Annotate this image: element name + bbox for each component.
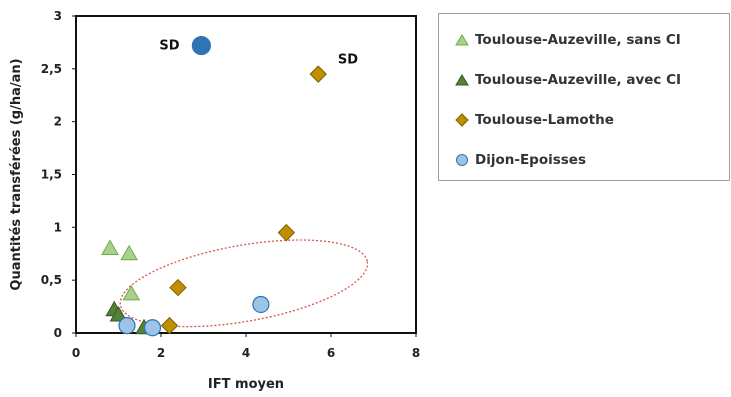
plot-area: 0 0,5 1 1,5 2 2,5 3 0 2 4 6 8 IFT moyen Quantités tra… (9, 9, 420, 392)
point-s2-3 (160, 316, 179, 335)
point-s3-1 (252, 295, 270, 314)
point-s2-1 (277, 223, 296, 242)
legend-label-0: Toulouse-Auzeville, sans CI (475, 32, 681, 48)
point-s3-2 (118, 317, 136, 335)
annotation-1: SD (338, 52, 358, 67)
highlight-ellipse (119, 239, 369, 328)
point-s3-0 (191, 35, 211, 56)
legend-item-3: Dijon-Epoisses (455, 152, 586, 168)
legend-item-0: Toulouse-Auzeville, sans CI (455, 32, 681, 48)
x-tick-label: 8 (412, 346, 420, 360)
y-tick-label: 1,5 (41, 168, 62, 182)
x-axis-title: IFT moyen (208, 377, 284, 392)
point-s0-1 (120, 244, 138, 261)
legend-label-1: Toulouse-Auzeville, avec CI (475, 72, 682, 88)
x-tick-label: 6 (327, 346, 335, 360)
y-tick-label: 0,5 (41, 273, 62, 287)
point-s2-2 (169, 278, 187, 297)
y-tick-label: 3 (54, 9, 62, 23)
x-tick-label: 2 (157, 346, 165, 360)
triangle-light-green-icon (455, 34, 469, 46)
diamond-orange-icon (455, 113, 469, 127)
point-s0-0 (101, 239, 119, 255)
x-tick-label: 4 (242, 346, 250, 360)
point-s2-0 (309, 65, 327, 83)
legend-item-1: Toulouse-Auzeville, avec CI (455, 72, 681, 88)
point-s0-2 (122, 284, 141, 301)
circle-blue-icon (456, 154, 468, 166)
point-s1-1 (109, 306, 128, 322)
y-tick-label: 2,5 (41, 62, 62, 76)
legend-label-3: Dijon-Epoisses (475, 152, 586, 168)
y-tick-label: 1 (54, 220, 62, 234)
y-axis-title: Quantités transférées (g/ha/an) (9, 58, 24, 290)
triangle-dark-green-icon (455, 74, 469, 86)
y-tick-label: 2 (54, 115, 62, 129)
annotation-0: SD (159, 39, 179, 54)
x-tick-label: 0 (72, 346, 80, 360)
legend-item-2: Toulouse-Lamothe (455, 112, 614, 128)
legend-label-2: Toulouse-Lamothe (475, 112, 614, 128)
y-tick-label: 0 (54, 326, 62, 340)
plot-frame (75, 15, 417, 334)
point-s3-3 (143, 319, 162, 337)
legend: Toulouse-Auzeville, sans CI Toulouse-Auz… (438, 13, 730, 181)
